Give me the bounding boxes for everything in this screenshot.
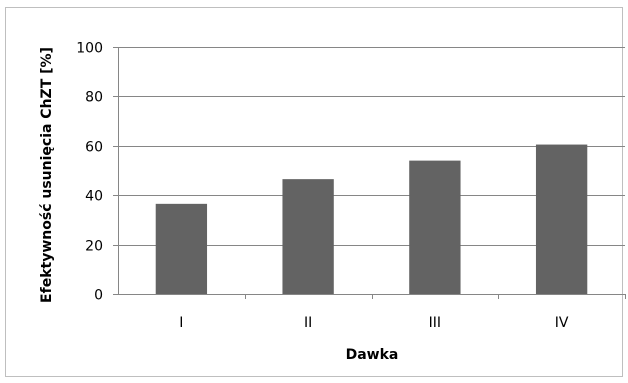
- y-tick-label: 80: [85, 90, 103, 106]
- x-tick-label: III: [429, 315, 441, 331]
- x-axis-title: Dawka: [346, 347, 399, 363]
- x-tick-labels: I II III IV: [179, 315, 569, 331]
- y-tick-labels: 0 20 40 60 80 100: [76, 41, 103, 304]
- y-tick-label: 0: [94, 288, 103, 304]
- x-tick-label: IV: [555, 315, 569, 331]
- bar-ii: [282, 179, 334, 294]
- y-axis-title: Efektywność usunięcia ChZT [%]: [39, 47, 55, 303]
- bar-i: [155, 203, 208, 294]
- y-tick-label: 60: [85, 140, 103, 156]
- bar-iii: [409, 160, 461, 294]
- axes: [118, 47, 625, 295]
- x-tick-label: I: [179, 315, 183, 331]
- x-tick-label: II: [304, 315, 312, 331]
- y-tick-label: 20: [85, 239, 103, 255]
- y-tick-label: 40: [85, 189, 103, 205]
- bars: [155, 144, 588, 294]
- y-tick-label: 100: [76, 41, 103, 57]
- bar-iv: [535, 144, 588, 294]
